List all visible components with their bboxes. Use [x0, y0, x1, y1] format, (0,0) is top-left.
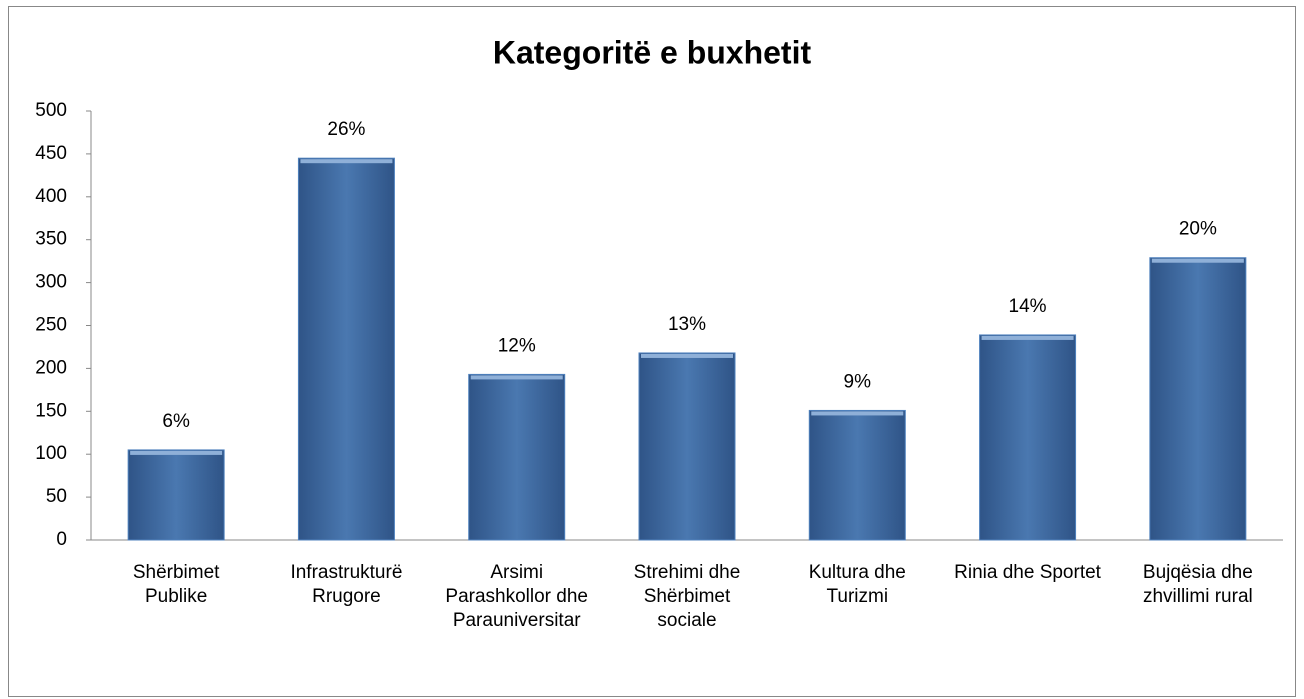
y-tick-label: 0 — [56, 529, 67, 550]
x-tick-label: Bujqësia dhe zhvillimi rural — [1142, 562, 1253, 607]
y-tick-label: 400 — [35, 186, 67, 207]
bar — [979, 334, 1077, 541]
bar — [127, 449, 225, 541]
chart-border — [8, 6, 1296, 697]
y-tick-label: 150 — [35, 400, 67, 421]
data-label: 9% — [844, 371, 872, 392]
x-tick-label: Rinia dhe Sportet — [954, 562, 1101, 583]
y-tick-label: 500 — [35, 100, 67, 121]
y-tick-label: 300 — [35, 272, 67, 293]
y-tick-label: 350 — [35, 229, 67, 250]
bar-highlight — [1151, 258, 1244, 263]
x-tick-label: Arsimi Parashkollor dhe Parauniversitar — [445, 562, 588, 631]
bar-highlight — [811, 411, 904, 416]
bar — [1149, 257, 1247, 541]
data-label: 6% — [162, 411, 190, 432]
y-tick-label: 450 — [35, 143, 67, 164]
bar-highlight — [641, 353, 733, 358]
data-label: 13% — [668, 314, 706, 335]
data-label: 14% — [1009, 296, 1047, 317]
bar-highlight — [130, 450, 223, 455]
y-tick-label: 250 — [35, 315, 67, 336]
bar — [638, 352, 736, 541]
x-tick-label: Strehimi dhe Shërbimet sociale — [633, 562, 741, 631]
bar-highlight — [470, 375, 563, 380]
y-tick-label: 200 — [35, 357, 67, 378]
bar — [808, 409, 906, 541]
x-tick-label: Shërbimet Publike — [132, 562, 220, 607]
data-label: 20% — [1179, 219, 1217, 240]
bar-highlight — [981, 335, 1074, 340]
bar-highlight — [300, 159, 393, 164]
chart-title: Kategoritë e buxhetit — [493, 34, 812, 70]
y-tick-label: 50 — [46, 486, 67, 507]
y-tick-label: 100 — [35, 443, 67, 464]
data-label: 12% — [498, 335, 536, 356]
data-label: 26% — [327, 119, 365, 140]
bar — [468, 373, 566, 541]
x-tick-label: Kultura dhe Turizmi — [808, 562, 906, 607]
bar — [297, 157, 395, 541]
x-tick-label: Infrastrukturë Rrugore — [290, 562, 403, 607]
